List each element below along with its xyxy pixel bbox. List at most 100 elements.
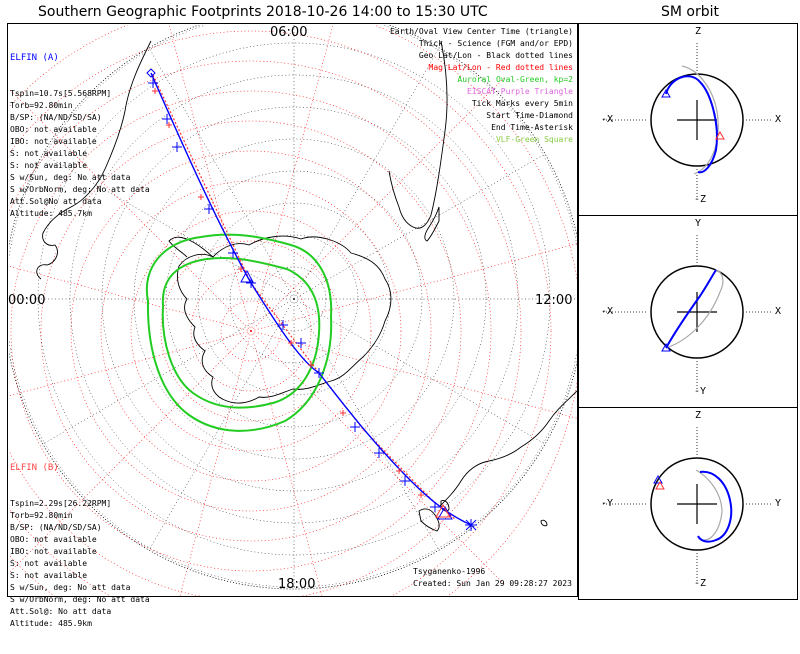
elfin-a-name: ELFIN (A) — [10, 53, 59, 63]
new-zealand-north — [440, 500, 450, 512]
mag-meridian — [9, 330, 252, 397]
africa-coast — [388, 40, 448, 229]
end-triangle-a — [437, 506, 453, 520]
orbit-plot-xz — [603, 43, 772, 197]
mag-latitude-circle — [160, 240, 342, 422]
antarctica-coast — [176, 235, 392, 404]
orbit-marker — [655, 480, 665, 490]
track-a-tick — [228, 248, 238, 258]
orbit-label-right: X — [775, 306, 782, 317]
elfin-b-name: ELFIN (B) — [10, 463, 59, 473]
elfin-b-info: ELFIN (B) Tspin=2.29s[26.22RPM] Torb=92.8… — [10, 438, 150, 654]
elfin-b-line: IBO: not available — [10, 547, 97, 556]
elfin-a-center-triangle — [240, 269, 254, 283]
elfin-b-line: S w/Sun, deg: No att data — [10, 583, 131, 592]
mag-meridian — [179, 330, 252, 596]
elfin-a-line: OBO: not available — [10, 125, 97, 134]
elfin-a-line: S: not available — [10, 149, 88, 158]
auroral-oval-outer — [145, 233, 333, 432]
mag-meridian — [168, 25, 252, 332]
polar-map — [9, 25, 577, 596]
track-a-tick — [172, 142, 182, 152]
legend-entry: Earth/Oval View Center Time (triangle) — [389, 27, 573, 36]
mag-meridian — [250, 330, 506, 586]
map-legend: Earth/Oval View Center Time (triangle) Th… — [390, 26, 573, 146]
elfin-a-line: IBO: not available — [10, 137, 97, 146]
track-a-ticks — [148, 78, 440, 512]
geo-meridian — [293, 298, 440, 551]
elfin-b-line: S: not available — [10, 571, 88, 580]
geo-meridian — [42, 298, 295, 445]
mag-meridian — [250, 243, 577, 332]
orbit-path-blue — [665, 269, 717, 349]
geo-meridian — [148, 47, 295, 300]
orbit-label-right: X — [775, 114, 782, 125]
earth-circle — [650, 457, 744, 551]
end-asterisk-a — [465, 519, 477, 531]
geo-meridian — [293, 47, 440, 300]
mag-meridian — [250, 76, 506, 332]
mag-latitude-circle — [10, 90, 492, 572]
south-america-coast — [36, 40, 152, 280]
elfin-b-line: Torb=92.80min — [10, 511, 73, 520]
orbit-label-bottom: -Z — [694, 578, 707, 589]
map-title: Southern Geographic Footprints 2018-10-2… — [38, 4, 488, 20]
model-credit: Tsyganenko-1996 — [413, 567, 486, 576]
kerguelen-coast — [540, 519, 548, 527]
geo-grid — [9, 25, 577, 589]
elfin-a-line: Torb=92.80min — [10, 101, 73, 110]
mag-latitude-circle — [70, 150, 432, 512]
orbit-panel-xz: Z -Z -X X — [578, 23, 798, 216]
legend-entry: Auroral Oval-Green, kp=2 — [457, 75, 573, 84]
track-b-tick — [396, 468, 402, 474]
elfin-a-line: Altitude: 485.7km — [10, 209, 92, 218]
elfin-b-line: S w/OrbNorm, deg: No att data — [10, 595, 150, 604]
elfin-b-line: Altitude: 485.9km — [10, 619, 92, 628]
track-b-tick — [418, 492, 424, 498]
elfin-a-line: B/SP: (NA/ND/SD/SA) — [10, 113, 102, 122]
track-b-tick — [288, 340, 294, 346]
legend-entry: Mag Lat/Lon - Red dotted lines — [428, 63, 574, 72]
geo-meridian — [293, 153, 546, 300]
orbit-path-blue — [665, 75, 718, 174]
mag-meridian — [9, 265, 252, 332]
time-label-bottom: 18:00 — [278, 577, 316, 592]
mag-meridian — [250, 330, 323, 596]
orbit-label-top: Y — [695, 218, 702, 229]
elfin-b-line: OBO: not available — [10, 535, 97, 544]
orbit-path-grey — [681, 65, 719, 175]
orbit-label-right: Y — [775, 498, 782, 509]
time-label-left: 00:00 — [8, 293, 46, 308]
elfin-a-line: Tspin=10.7s[5.568RPM] — [10, 89, 112, 98]
track-a-tick — [430, 502, 440, 512]
orbit-label-left: -X — [601, 114, 614, 125]
elfin-b-details: Tspin=2.29s[26.22RPM] Torb=92.80min B/SP: … — [10, 498, 150, 630]
time-label-top: 06:00 — [270, 25, 308, 40]
track-a-tick — [374, 448, 384, 458]
track-b-tick — [308, 362, 314, 368]
geo-meridian — [42, 153, 295, 300]
track-b-tick — [340, 410, 346, 416]
legend-entry: End Time-Asterisk — [491, 123, 573, 132]
track-a-tick — [246, 278, 256, 288]
legend-entry: EISCAT-Purple Triangle — [467, 87, 573, 96]
mag-meridian — [250, 330, 577, 419]
coastlines — [36, 40, 577, 532]
mag-grid — [9, 25, 577, 596]
track-a-tick — [350, 422, 360, 432]
elfin-a-line: S w/Sun, deg: No att data — [10, 173, 131, 182]
orbit-marker — [661, 342, 671, 352]
elfin-b-line: Att.Sol@: No att data — [10, 607, 112, 616]
mag-latitude-circle — [190, 270, 312, 392]
orbit-label-left: -X — [601, 306, 614, 317]
orbit-title: SM orbit — [661, 4, 720, 20]
orbit-path-blue — [697, 470, 733, 543]
track-a-tick — [296, 338, 306, 348]
legend-entry: Geo Lat/Lon - Black dotted lines — [418, 51, 573, 60]
track-b-tick — [198, 194, 204, 200]
track-a-tick — [204, 204, 214, 214]
orbit-panel-xy: Y -Y -X X — [578, 215, 798, 408]
geo-meridian — [293, 298, 546, 445]
mag-meridian — [250, 25, 334, 332]
elfin-a-details: Tspin=10.7s[5.568RPM] Torb=92.80min B/SP: … — [10, 88, 150, 220]
